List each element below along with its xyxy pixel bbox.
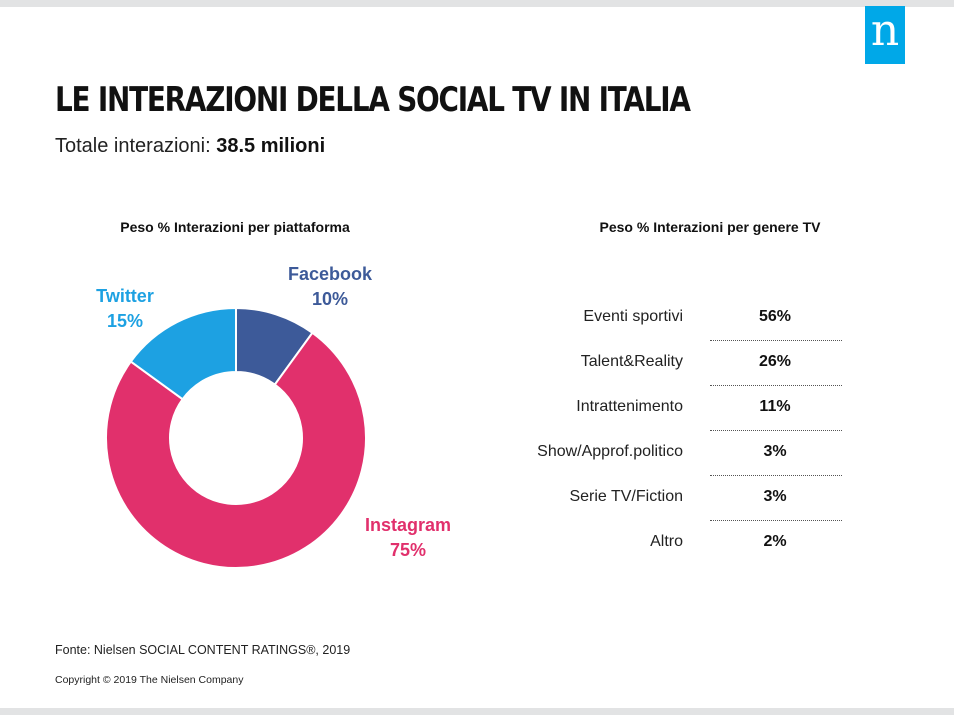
subtitle-value: 38.5 milioni <box>216 135 326 157</box>
genre-value: 3% <box>763 443 787 460</box>
row-divider <box>710 340 842 341</box>
page-subtitle: Totale interazioni: 38.5 milioni <box>55 135 325 158</box>
top-bar <box>0 0 954 7</box>
copyright-note: Copyright © 2019 The Nielsen Company <box>55 674 244 686</box>
genre-row: Intrattenimento 11% <box>490 386 850 431</box>
page-title: LE INTERAZIONI DELLA SOCIAL TV IN ITALIA <box>55 80 691 120</box>
row-divider <box>710 520 842 521</box>
source-note: Fonte: Nielsen SOCIAL CONTENT RATINGS®, … <box>55 643 351 657</box>
genre-value: 2% <box>763 533 787 550</box>
genre-row: Altro 2% <box>490 521 850 566</box>
genre-row: Eventi sportivi 56% <box>490 296 850 341</box>
genre-value: 26% <box>758 353 792 370</box>
slice-value-facebook: 10% <box>312 289 348 309</box>
slice-label-twitter: Twitter <box>96 286 154 306</box>
genre-label: Serie TV/Fiction <box>569 488 683 505</box>
row-divider <box>710 430 842 431</box>
platform-donut-chart: Facebook 10% Instagram 75% Twitter 15% <box>96 264 451 569</box>
genre-table-title: Peso % Interazioni per genere TV <box>599 219 821 235</box>
slice-label-instagram: Instagram <box>365 515 451 535</box>
slice-label-facebook: Facebook <box>288 264 373 284</box>
bottom-bar <box>0 708 954 715</box>
slice-twitter <box>129 306 237 401</box>
genre-label: Intrattenimento <box>576 398 683 415</box>
genre-label: Altro <box>650 533 683 550</box>
genre-table: Eventi sportivi 56% Talent&Reality 26% Intra… <box>490 296 850 566</box>
genre-label: Show/Approf.politico <box>537 443 683 460</box>
genre-value: 56% <box>758 308 792 325</box>
genre-value: 3% <box>763 488 787 505</box>
row-divider <box>710 475 842 476</box>
genre-label: Eventi sportivi <box>583 308 683 325</box>
row-divider <box>710 385 842 386</box>
slice-value-twitter: 15% <box>107 311 143 331</box>
genre-row: Serie TV/Fiction 3% <box>490 476 850 521</box>
genre-value: 11% <box>759 398 791 415</box>
nielsen-logo: n <box>865 6 905 64</box>
genre-label: Talent&Reality <box>580 353 683 370</box>
subtitle-label: Totale interazioni: <box>55 135 211 157</box>
slice-value-instagram: 75% <box>390 540 426 560</box>
genre-row: Show/Approf.politico 3% <box>490 431 850 476</box>
genre-row: Talent&Reality 26% <box>490 341 850 386</box>
platform-chart-title: Peso % Interazioni per piattaforma <box>120 219 350 235</box>
